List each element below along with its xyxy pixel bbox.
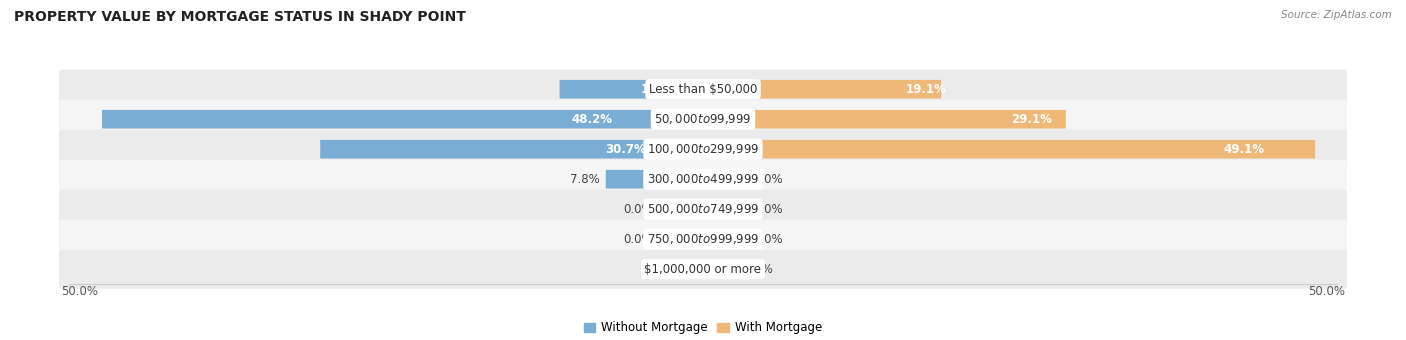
Text: 29.1%: 29.1% [1011,113,1052,126]
Text: 50.0%: 50.0% [1308,285,1346,298]
FancyBboxPatch shape [681,260,703,278]
FancyBboxPatch shape [321,140,703,158]
FancyBboxPatch shape [703,200,747,219]
FancyBboxPatch shape [59,220,1347,259]
Legend: Without Mortgage, With Mortgage: Without Mortgage, With Mortgage [579,317,827,339]
FancyBboxPatch shape [59,160,1347,199]
Text: 0.0%: 0.0% [623,203,654,216]
Text: $50,000 to $99,999: $50,000 to $99,999 [654,112,752,126]
FancyBboxPatch shape [703,80,941,99]
Text: Less than $50,000: Less than $50,000 [648,83,758,96]
Text: 0.0%: 0.0% [752,233,783,246]
Text: 49.1%: 49.1% [1223,143,1264,156]
FancyBboxPatch shape [59,130,1347,169]
Text: 0.0%: 0.0% [623,233,654,246]
FancyBboxPatch shape [703,230,747,249]
Text: PROPERTY VALUE BY MORTGAGE STATUS IN SHADY POINT: PROPERTY VALUE BY MORTGAGE STATUS IN SHA… [14,10,465,24]
Text: $500,000 to $749,999: $500,000 to $749,999 [647,202,759,216]
FancyBboxPatch shape [703,110,1066,129]
Text: 1.8%: 1.8% [644,263,675,276]
Text: $300,000 to $499,999: $300,000 to $499,999 [647,172,759,186]
FancyBboxPatch shape [606,170,703,188]
Text: 0.0%: 0.0% [752,173,783,186]
Text: 2.7%: 2.7% [742,263,773,276]
Text: 7.8%: 7.8% [569,173,599,186]
Text: $100,000 to $299,999: $100,000 to $299,999 [647,142,759,156]
FancyBboxPatch shape [703,170,747,188]
Text: $750,000 to $999,999: $750,000 to $999,999 [647,232,759,246]
FancyBboxPatch shape [703,260,737,278]
FancyBboxPatch shape [59,70,1347,109]
Text: 19.1%: 19.1% [905,83,946,96]
Text: 11.5%: 11.5% [641,83,682,96]
Text: 50.0%: 50.0% [60,285,98,298]
FancyBboxPatch shape [560,80,703,99]
FancyBboxPatch shape [59,100,1347,139]
Text: 30.7%: 30.7% [605,143,645,156]
FancyBboxPatch shape [59,190,1347,229]
FancyBboxPatch shape [659,230,703,249]
Text: 0.0%: 0.0% [752,203,783,216]
FancyBboxPatch shape [103,110,703,129]
FancyBboxPatch shape [703,140,1315,158]
FancyBboxPatch shape [659,200,703,219]
Text: Source: ZipAtlas.com: Source: ZipAtlas.com [1281,10,1392,20]
Text: $1,000,000 or more: $1,000,000 or more [644,263,762,276]
FancyBboxPatch shape [59,250,1347,289]
Text: 48.2%: 48.2% [572,113,613,126]
